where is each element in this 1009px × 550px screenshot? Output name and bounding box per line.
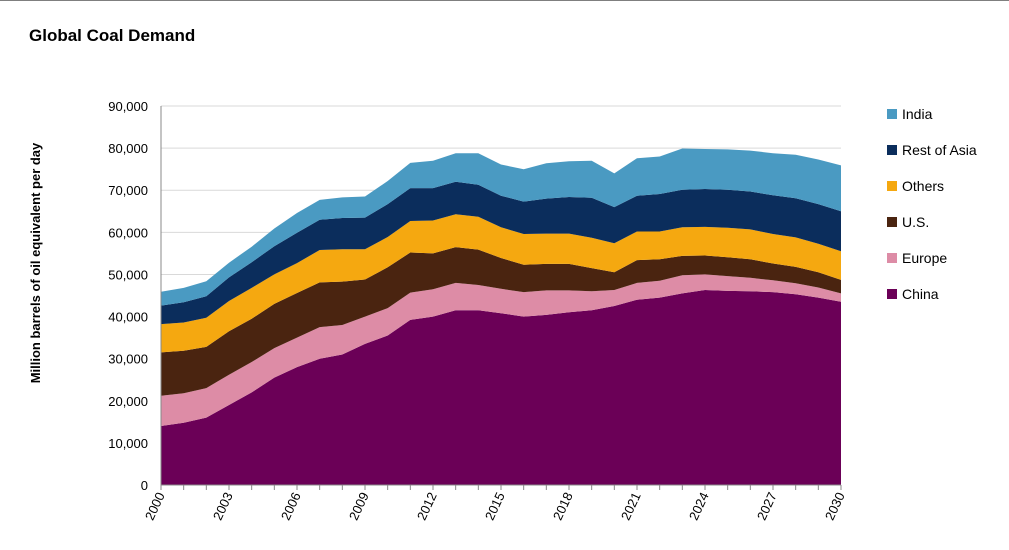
- y-tick-label: 70,000: [108, 183, 148, 198]
- legend-label-rest-of-asia: Rest of Asia: [902, 142, 977, 158]
- y-tick-label: 20,000: [108, 394, 148, 409]
- plot-area: [161, 148, 841, 485]
- legend-swatch-others: [887, 181, 897, 191]
- legend-label-u-s-: U.S.: [902, 214, 929, 230]
- legend-label-europe: Europe: [902, 250, 947, 266]
- area-rest-of-asia: [161, 181, 841, 325]
- legend-label-india: India: [902, 106, 933, 122]
- top-rule: [0, 0, 1009, 1]
- area-china: [161, 290, 841, 485]
- legend-swatch-india: [887, 109, 897, 119]
- y-tick-label: 10,000: [108, 436, 148, 451]
- y-tick-label: 50,000: [108, 267, 148, 282]
- y-tick-label: 30,000: [108, 352, 148, 367]
- y-tick-label: 40,000: [108, 310, 148, 325]
- area-u-s-: [161, 247, 841, 396]
- x-tick-label: 2030: [822, 490, 848, 523]
- y-axis-title: Million barrels of oil equivalent per da…: [28, 142, 43, 383]
- x-tick-label: 2021: [618, 490, 644, 523]
- legend-swatch-u-s-: [887, 217, 897, 227]
- legend-label-china: China: [902, 286, 939, 302]
- x-tick-label: 2018: [550, 490, 576, 523]
- y-tick-label: 80,000: [108, 141, 148, 156]
- y-tick-label: 0: [141, 478, 148, 493]
- y-tick-label: 90,000: [108, 99, 148, 114]
- area-india: [161, 148, 841, 306]
- legend-swatch-rest-of-asia: [887, 145, 897, 155]
- chart-title: Global Coal Demand: [29, 26, 196, 45]
- x-tick-label: 2009: [346, 490, 372, 523]
- x-tick-label: 2000: [142, 490, 168, 523]
- area-others: [161, 214, 841, 353]
- x-tick-label: 2003: [210, 490, 236, 523]
- x-tick-label: 2012: [414, 490, 440, 523]
- legend-swatch-europe: [887, 253, 897, 263]
- legend-swatch-china: [887, 289, 897, 299]
- x-tick-label: 2006: [278, 490, 304, 523]
- area-europe: [161, 274, 841, 426]
- legend: India Rest of Asia Others U.S. Europe China: [887, 106, 977, 302]
- x-tick-label: 2027: [754, 490, 780, 523]
- legend-label-others: Others: [902, 178, 944, 194]
- x-tick-label: 2024: [686, 490, 712, 523]
- x-tick-label: 2015: [482, 490, 508, 523]
- y-tick-label: 60,000: [108, 225, 148, 240]
